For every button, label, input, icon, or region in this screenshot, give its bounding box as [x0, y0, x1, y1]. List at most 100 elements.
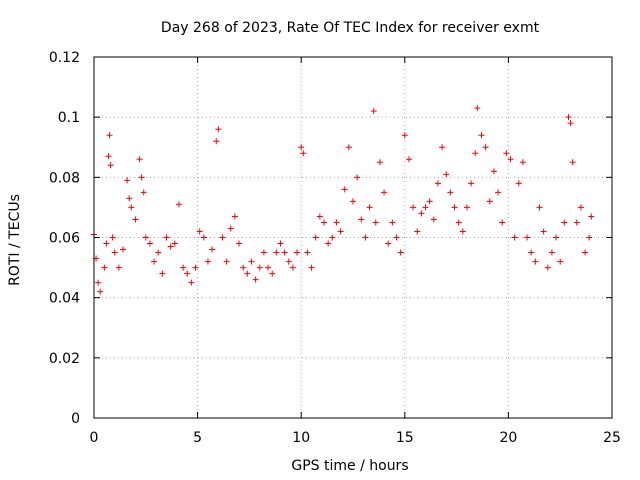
data-point: [463, 204, 470, 211]
y-tick-label: 0.08: [49, 170, 80, 186]
data-point: [171, 240, 178, 247]
data-point: [106, 132, 113, 139]
data-point: [495, 189, 502, 196]
data-point: [577, 204, 584, 211]
data-point: [341, 186, 348, 193]
data-point: [142, 234, 149, 241]
data-point: [366, 204, 373, 211]
data-point: [370, 108, 377, 115]
y-tick-label: 0.04: [49, 291, 80, 307]
x-tick-label: 10: [292, 430, 310, 446]
data-point: [337, 228, 344, 235]
data-point: [447, 189, 454, 196]
data-point: [159, 270, 166, 277]
data-point: [455, 219, 462, 226]
data-point: [569, 159, 576, 166]
data-point: [573, 219, 580, 226]
data-points: [91, 105, 595, 295]
data-point: [582, 249, 589, 256]
x-tick-label: 5: [193, 430, 202, 446]
data-point: [350, 198, 356, 205]
data-point: [397, 249, 404, 256]
data-point: [115, 264, 122, 271]
data-point: [540, 228, 547, 235]
data-point: [196, 228, 203, 235]
data-point: [532, 258, 539, 265]
data-point: [126, 195, 133, 202]
data-point: [146, 240, 153, 247]
data-point: [430, 216, 437, 223]
y-tick-label: 0.1: [58, 110, 80, 126]
x-axis-label: GPS time / hours: [291, 458, 408, 474]
data-point: [109, 234, 116, 241]
data-point: [236, 240, 243, 247]
data-point: [111, 249, 118, 256]
data-point: [486, 198, 493, 205]
data-point: [260, 249, 267, 256]
data-point: [128, 204, 135, 211]
data-point: [124, 177, 131, 184]
data-point: [136, 156, 143, 163]
data-point: [231, 213, 238, 220]
data-point: [269, 270, 276, 277]
y-tick-label: 0.06: [49, 231, 80, 247]
data-point: [155, 249, 162, 256]
data-point: [285, 258, 292, 265]
data-point: [362, 234, 369, 241]
data-point: [167, 243, 174, 250]
data-point: [252, 276, 259, 283]
y-tick-label: 0.12: [49, 50, 80, 66]
data-point: [422, 204, 429, 211]
data-point: [151, 258, 158, 265]
data-point: [209, 246, 216, 253]
data-point: [410, 204, 417, 211]
data-point: [482, 144, 489, 151]
data-point: [329, 234, 336, 241]
data-point: [588, 213, 595, 220]
y-tick-label: 0: [71, 411, 80, 427]
data-point: [138, 174, 145, 181]
data-point: [528, 249, 535, 256]
data-point: [474, 105, 481, 112]
x-tick-label: 15: [396, 430, 414, 446]
data-point: [472, 150, 479, 157]
data-point: [557, 258, 564, 265]
data-point: [248, 258, 255, 265]
data-point: [333, 219, 340, 226]
data-point: [240, 264, 247, 271]
data-point: [426, 198, 433, 205]
data-point: [223, 258, 230, 265]
data-point: [95, 279, 102, 286]
x-tick-label: 25: [603, 430, 621, 446]
data-point: [140, 189, 147, 196]
data-point: [294, 249, 301, 256]
data-point: [507, 156, 514, 163]
data-point: [345, 144, 352, 151]
data-point: [107, 162, 114, 169]
data-point: [103, 240, 110, 247]
data-point: [308, 264, 315, 271]
data-point: [320, 219, 327, 226]
data-point: [519, 159, 526, 166]
data-point: [376, 159, 383, 166]
data-point: [204, 258, 211, 265]
data-point: [281, 249, 288, 256]
data-point: [215, 126, 222, 133]
data-point: [565, 114, 572, 121]
y-axis-label: ROTI / TECUs: [7, 194, 23, 286]
grid-lines: [94, 57, 612, 418]
data-point: [385, 240, 392, 247]
data-point: [265, 264, 272, 271]
data-point: [503, 150, 510, 157]
data-point: [561, 219, 568, 226]
data-point: [184, 270, 191, 277]
data-point: [273, 249, 280, 256]
data-point: [316, 213, 323, 220]
data-point: [548, 249, 555, 256]
x-tick-label: 0: [90, 430, 99, 446]
data-point: [180, 264, 187, 271]
data-point: [393, 234, 400, 241]
data-point: [219, 234, 226, 241]
data-point: [325, 240, 332, 247]
data-point: [227, 225, 234, 232]
